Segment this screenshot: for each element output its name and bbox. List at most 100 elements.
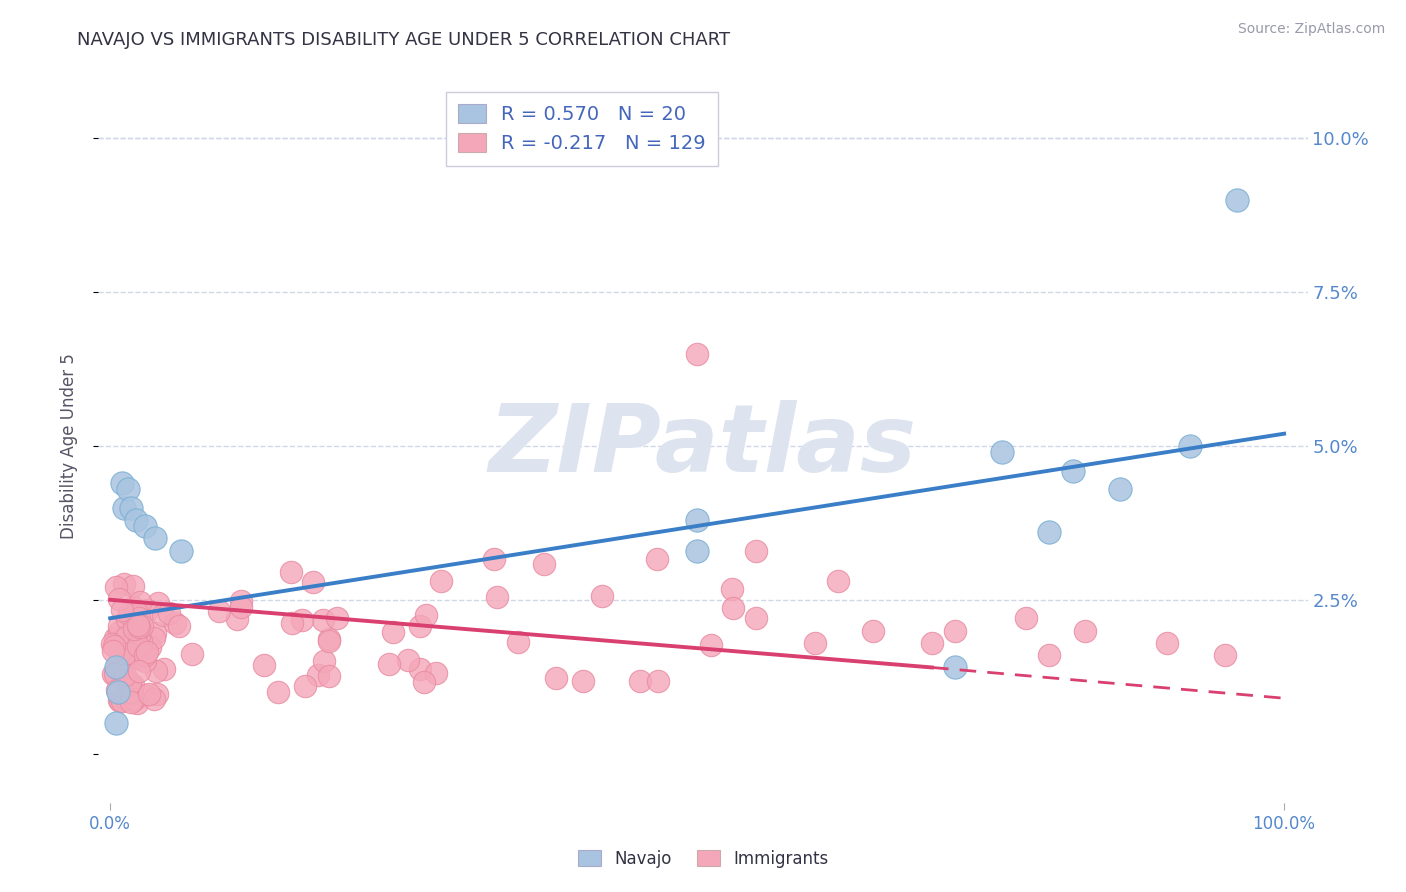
- Point: [108, 693, 131, 707]
- Point: [128, 620, 150, 634]
- Point: [142, 692, 165, 706]
- Point: [115, 612, 138, 626]
- Point: [134, 519, 156, 533]
- Point: [1038, 648, 1060, 662]
- Point: [628, 674, 651, 689]
- Point: [128, 611, 150, 625]
- Point: [145, 687, 167, 701]
- Point: [721, 582, 744, 596]
- Point: [114, 691, 136, 706]
- Point: [107, 619, 129, 633]
- Point: [302, 575, 325, 590]
- Point: [544, 672, 567, 686]
- Point: [482, 551, 505, 566]
- Point: [118, 646, 141, 660]
- Point: [1156, 636, 1178, 650]
- Point: [118, 676, 141, 690]
- Point: [181, 647, 204, 661]
- Point: [120, 500, 142, 515]
- Point: [396, 652, 419, 666]
- Point: [122, 691, 145, 706]
- Point: [700, 638, 723, 652]
- Point: [281, 616, 304, 631]
- Point: [107, 685, 129, 699]
- Point: [485, 591, 508, 605]
- Point: [125, 513, 148, 527]
- Point: [143, 631, 166, 645]
- Point: [143, 626, 166, 640]
- Point: [129, 594, 152, 608]
- Point: [645, 551, 668, 566]
- Point: [745, 611, 768, 625]
- Point: [103, 666, 125, 681]
- Point: [115, 653, 138, 667]
- Point: [125, 604, 148, 618]
- Point: [921, 636, 943, 650]
- Point: [122, 579, 145, 593]
- Point: [862, 624, 884, 638]
- Point: [103, 631, 125, 645]
- Point: [253, 658, 276, 673]
- Point: [325, 611, 347, 625]
- Point: [157, 606, 180, 620]
- Point: [318, 632, 340, 646]
- Point: [231, 594, 253, 608]
- Point: [721, 601, 744, 615]
- Point: [112, 671, 135, 685]
- Point: [120, 695, 142, 709]
- Point: [533, 557, 555, 571]
- Point: [128, 664, 150, 678]
- Point: [153, 662, 176, 676]
- Point: [145, 664, 167, 678]
- Point: [101, 644, 124, 658]
- Point: [105, 715, 128, 730]
- Point: [1180, 439, 1202, 453]
- Point: [318, 669, 340, 683]
- Point: [143, 531, 166, 545]
- Point: [108, 693, 131, 707]
- Point: [118, 607, 141, 621]
- Point: [108, 624, 131, 639]
- Point: [107, 657, 129, 672]
- Point: [103, 666, 125, 681]
- Point: [381, 624, 404, 639]
- Text: NAVAJO VS IMMIGRANTS DISABILITY AGE UNDER 5 CORRELATION CHART: NAVAJO VS IMMIGRANTS DISABILITY AGE UNDE…: [77, 31, 731, 49]
- Point: [267, 685, 290, 699]
- Point: [686, 513, 709, 527]
- Point: [122, 622, 145, 636]
- Point: [307, 668, 329, 682]
- Point: [591, 590, 613, 604]
- Point: [294, 679, 316, 693]
- Point: [312, 613, 335, 627]
- Point: [107, 683, 129, 698]
- Point: [1038, 525, 1060, 540]
- Point: [114, 686, 136, 700]
- Point: [114, 633, 136, 648]
- Point: [122, 693, 145, 707]
- Legend: Navajo, Immigrants: Navajo, Immigrants: [571, 844, 835, 875]
- Point: [686, 543, 709, 558]
- Point: [226, 612, 249, 626]
- Point: [280, 565, 302, 579]
- Point: [138, 640, 160, 654]
- Point: [111, 475, 134, 490]
- Point: [127, 622, 149, 636]
- Legend: R = 0.570   N = 20, R = -0.217   N = 129: R = 0.570 N = 20, R = -0.217 N = 129: [446, 92, 718, 166]
- Point: [827, 574, 849, 589]
- Point: [115, 676, 138, 690]
- Y-axis label: Disability Age Under 5: Disability Age Under 5: [59, 353, 77, 539]
- Point: [167, 619, 190, 633]
- Point: [103, 639, 125, 653]
- Point: [128, 629, 150, 643]
- Point: [803, 636, 825, 650]
- Point: [208, 604, 231, 618]
- Point: [110, 643, 132, 657]
- Point: [108, 663, 131, 677]
- Point: [135, 644, 157, 658]
- Point: [647, 673, 669, 688]
- Point: [112, 577, 135, 591]
- Point: [117, 482, 139, 496]
- Point: [129, 633, 152, 648]
- Point: [312, 654, 335, 668]
- Point: [111, 603, 134, 617]
